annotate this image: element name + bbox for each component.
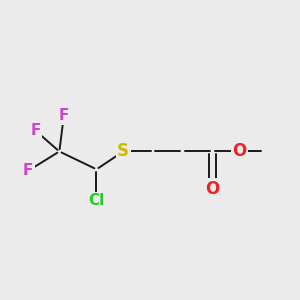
Text: F: F — [58, 108, 69, 123]
Text: S: S — [117, 142, 129, 160]
Text: O: O — [232, 142, 246, 160]
Text: O: O — [205, 180, 220, 198]
Text: Cl: Cl — [88, 193, 105, 208]
Text: F: F — [23, 163, 33, 178]
Text: F: F — [30, 123, 41, 138]
